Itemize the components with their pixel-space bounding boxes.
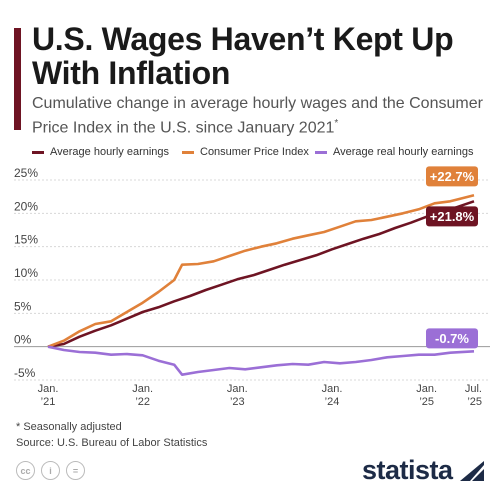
footnote: * Seasonally adjusted	[16, 421, 122, 433]
subtitle-text: Cumulative change in average hourly wage…	[32, 95, 483, 137]
legend-swatch-real	[315, 150, 327, 154]
title-accent-bar	[14, 28, 21, 130]
series-line	[47, 200, 475, 348]
legend-swatch-earnings	[32, 150, 44, 154]
legend-label-earnings: Average hourly earnings	[50, 146, 170, 158]
equals-icon[interactable]: =	[66, 461, 85, 480]
x-tick-label: Jan.	[132, 383, 153, 395]
subtitle-marker: *	[334, 118, 339, 129]
series-line	[47, 345, 475, 376]
x-tick-label: Jan.	[416, 383, 437, 395]
legend-item-real: Average real hourly earnings	[315, 146, 473, 158]
y-tick-label: 10%	[14, 266, 38, 280]
legend-item-cpi: Consumer Price Index	[182, 146, 309, 158]
subtitle: Cumulative change in average hourly wage…	[32, 94, 492, 138]
page-title: U.S. Wages Haven’t Kept Up With Inflatio…	[32, 21, 454, 91]
license-icons: cc i =	[16, 461, 85, 480]
line-chart: -5%0%5%10%15%20%25%Jan.’21Jan.’22Jan.’23…	[14, 166, 490, 408]
end-label-box	[426, 166, 478, 187]
x-tick-label: ’22	[135, 396, 150, 408]
brand-mark-icon	[460, 461, 484, 481]
x-tick-label: Jul.	[465, 383, 482, 395]
x-tick-label: ’25	[419, 396, 434, 408]
y-tick-label: -5%	[14, 366, 36, 380]
x-tick-label: ’25	[467, 396, 482, 408]
series-line	[47, 194, 475, 348]
legend-label-real: Average real hourly earnings	[333, 146, 474, 158]
end-label-box	[426, 206, 478, 227]
end-label: -0.7%	[435, 331, 469, 346]
end-label: +22.7%	[430, 169, 475, 184]
y-tick-label: 20%	[14, 199, 38, 213]
person-icon[interactable]: i	[41, 461, 60, 480]
x-tick-label: Jan.	[38, 383, 59, 395]
end-label: +21.8%	[430, 209, 475, 224]
x-tick-label: ’24	[325, 396, 340, 408]
end-label-box	[426, 328, 478, 349]
y-tick-label: 15%	[14, 233, 38, 247]
x-tick-label: ’21	[41, 396, 56, 408]
x-tick-label: Jan.	[227, 383, 248, 395]
source-note: Source: U.S. Bureau of Labor Statistics	[16, 437, 208, 449]
y-tick-label: 5%	[14, 299, 32, 313]
legend: Average hourly earnings Consumer Price I…	[32, 146, 492, 162]
footnote-block: * Seasonally adjusted Source: U.S. Burea…	[16, 419, 207, 451]
legend-label-cpi: Consumer Price Index	[200, 146, 309, 158]
x-tick-label: Jan.	[322, 383, 343, 395]
x-tick-label: ’23	[230, 396, 245, 408]
y-tick-label: 25%	[14, 166, 38, 180]
y-tick-label: 0%	[14, 333, 32, 347]
brand-logo[interactable]: statista	[362, 455, 453, 485]
cc-icon[interactable]: cc	[16, 461, 35, 480]
legend-swatch-cpi	[182, 150, 194, 154]
legend-item-earnings: Average hourly earnings	[32, 146, 169, 158]
